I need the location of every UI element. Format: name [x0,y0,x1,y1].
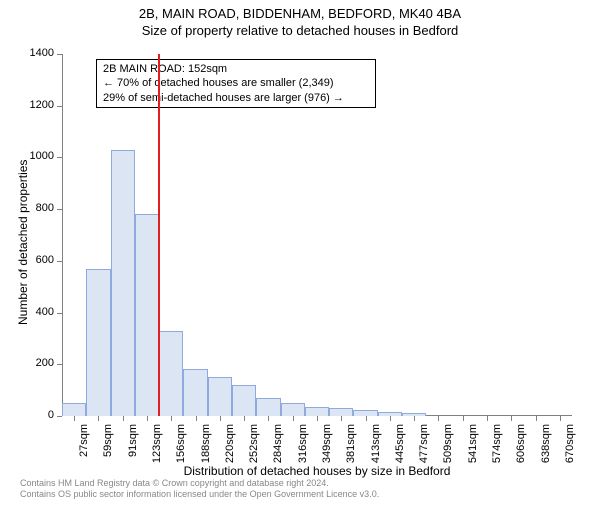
histogram-bar [208,377,232,416]
x-tick-label: 606sqm [515,424,527,472]
histogram-bar [62,403,86,416]
x-tick [293,416,294,421]
x-tick [123,416,124,421]
x-tick-label: 123sqm [151,424,163,472]
footer-line2: Contains OS public sector information li… [20,489,379,500]
x-tick [390,416,391,421]
chart-title-main: 2B, MAIN ROAD, BIDDENHAM, BEDFORD, MK40 … [0,6,600,21]
y-tick-label: 400 [22,306,54,318]
x-tick [98,416,99,421]
x-tick-label: 445sqm [394,424,406,472]
x-tick-label: 413sqm [370,424,382,472]
x-tick-label: 670sqm [564,424,576,472]
x-tick-label: 220sqm [224,424,236,472]
x-tick [317,416,318,421]
histogram-bar [281,403,305,416]
histogram-bar [232,385,256,416]
y-tick-label: 1200 [22,99,54,111]
y-tick [57,54,62,55]
histogram-bar [329,408,353,416]
histogram-bar [256,398,280,416]
y-tick [57,106,62,107]
x-tick-label: 252sqm [248,424,260,472]
x-tick-label: 477sqm [418,424,430,472]
histogram-bar [305,407,329,416]
x-tick-label: 349sqm [321,424,333,472]
x-tick-label: 27sqm [78,424,90,472]
histogram-bar [111,150,135,416]
x-tick [536,416,537,421]
x-tick-label: 59sqm [102,424,114,472]
x-tick [463,416,464,421]
y-tick-label: 800 [22,202,54,214]
histogram-bar [86,269,110,416]
x-tick [74,416,75,421]
x-tick [268,416,269,421]
x-tick [244,416,245,421]
x-tick [511,416,512,421]
x-tick [366,416,367,421]
y-tick [57,313,62,314]
x-tick-label: 188sqm [200,424,212,472]
x-tick [487,416,488,421]
x-tick-label: 509sqm [442,424,454,472]
x-tick-label: 316sqm [297,424,309,472]
y-tick [57,209,62,210]
chart-title-sub: Size of property relative to detached ho… [0,23,600,38]
histogram-bar [159,331,183,416]
x-tick-label: 541sqm [467,424,479,472]
y-tick [57,261,62,262]
y-tick-label: 600 [22,254,54,266]
y-tick-label: 1000 [22,150,54,162]
x-tick [560,416,561,421]
x-tick-label: 284sqm [272,424,284,472]
y-tick [57,157,62,158]
y-axis-label: Number of detached properties [16,160,30,325]
x-tick-label: 574sqm [491,424,503,472]
histogram-bar [135,214,159,416]
y-tick-label: 200 [22,357,54,369]
y-tick-label: 0 [22,409,54,421]
x-tick [341,416,342,421]
x-tick [414,416,415,421]
x-tick [171,416,172,421]
x-tick [147,416,148,421]
y-axis-line [62,54,63,416]
x-tick [438,416,439,421]
x-tick-label: 638sqm [540,424,552,472]
plot-area [62,54,572,416]
x-tick [196,416,197,421]
x-tick-label: 381sqm [345,424,357,472]
y-tick [57,416,62,417]
reference-line [158,54,160,416]
footer-attribution: Contains HM Land Registry data © Crown c… [20,478,379,500]
chart-area [62,54,572,416]
y-tick-label: 1400 [22,47,54,59]
x-tick [220,416,221,421]
x-tick-label: 156sqm [175,424,187,472]
x-tick-label: 91sqm [127,424,139,472]
y-tick [57,364,62,365]
histogram-bar [183,369,207,416]
footer-line1: Contains HM Land Registry data © Crown c… [20,478,379,489]
